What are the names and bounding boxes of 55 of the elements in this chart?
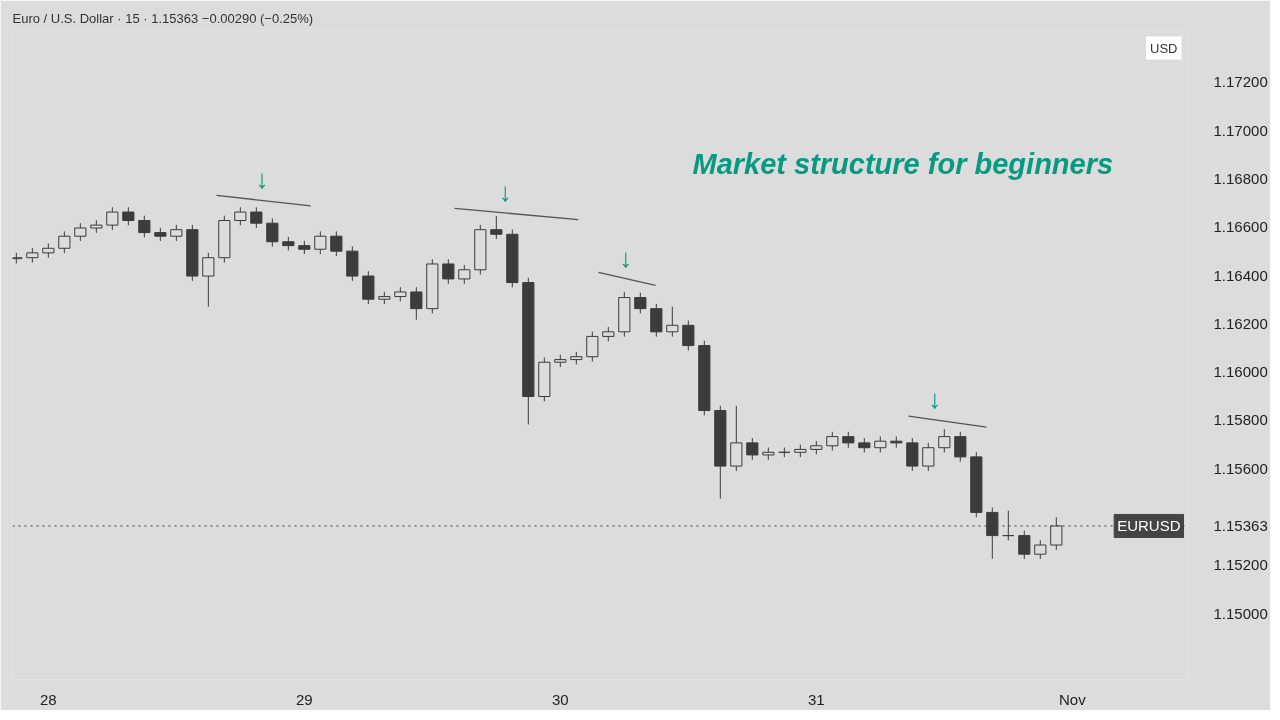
candlestick: [138, 215, 151, 238]
candlestick: [682, 319, 695, 351]
candlestick: [458, 264, 471, 285]
candlestick: [106, 206, 119, 231]
y-axis-title: USD: [1150, 40, 1178, 56]
candlestick: [586, 331, 599, 363]
y-tick-label: 1.15200: [1213, 556, 1268, 574]
candlestick: [954, 431, 967, 463]
annotation: ↓: [498, 177, 512, 208]
annotation: ↓: [928, 383, 942, 414]
candlestick: [442, 258, 455, 285]
candlestick: [666, 306, 679, 338]
x-tick-label: 30: [551, 690, 569, 708]
y-tick-label: 1.15600: [1213, 459, 1268, 477]
x-tick-label: Nov: [1058, 690, 1087, 708]
candlestick: [58, 230, 71, 254]
annotation: Market structure for beginners: [692, 147, 1114, 180]
candlestick: [330, 230, 343, 257]
y-tick-label: 1.17000: [1213, 121, 1268, 139]
candlestick: [362, 270, 375, 305]
y-tick-label: 1.16200: [1213, 314, 1268, 332]
candlestick: [922, 442, 935, 472]
y-tick-label: 1.16000: [1213, 363, 1268, 381]
annotation: ↓: [619, 242, 633, 273]
candlestick: [906, 437, 919, 472]
candlestick: [730, 405, 743, 472]
candlestick: [266, 217, 279, 248]
x-tick-label: 28: [40, 690, 57, 708]
candlestick: [938, 428, 951, 454]
y-tick-label: 1.15363: [1213, 516, 1268, 534]
y-tick-label: 1.16400: [1213, 266, 1268, 284]
annotation: ↓: [255, 164, 269, 195]
chart-title: Euro / U.S. Dollar · 15 · 1.15363 −0.00290 (−0.25%): [12, 10, 314, 26]
x-tick-label: 31: [807, 690, 825, 708]
candlestick: [202, 252, 215, 308]
candlestick: [314, 230, 327, 255]
candlestick: [122, 206, 135, 226]
candlestick: [634, 292, 647, 314]
candlestick: [234, 206, 247, 226]
ref-line-label: EURUSD: [1117, 517, 1181, 535]
y-tick-label: 1.17200: [1213, 73, 1268, 91]
candlestick: [778, 446, 791, 458]
y-tick-label: 1.16600: [1213, 218, 1268, 236]
y-tick-label: 1.16800: [1213, 169, 1268, 187]
candlestick: [490, 215, 503, 240]
candlestick: [410, 286, 423, 321]
candlestick: [650, 303, 663, 338]
candlestick: [826, 431, 839, 452]
y-tick-label: 1.15800: [1213, 411, 1268, 429]
candlestick: [1034, 539, 1047, 560]
candlestick: [746, 437, 759, 461]
candlestick: [1018, 530, 1031, 560]
candlestick: [250, 206, 263, 229]
x-tick-label: 29: [295, 690, 313, 708]
y-tick-label: 1.15000: [1213, 604, 1268, 622]
